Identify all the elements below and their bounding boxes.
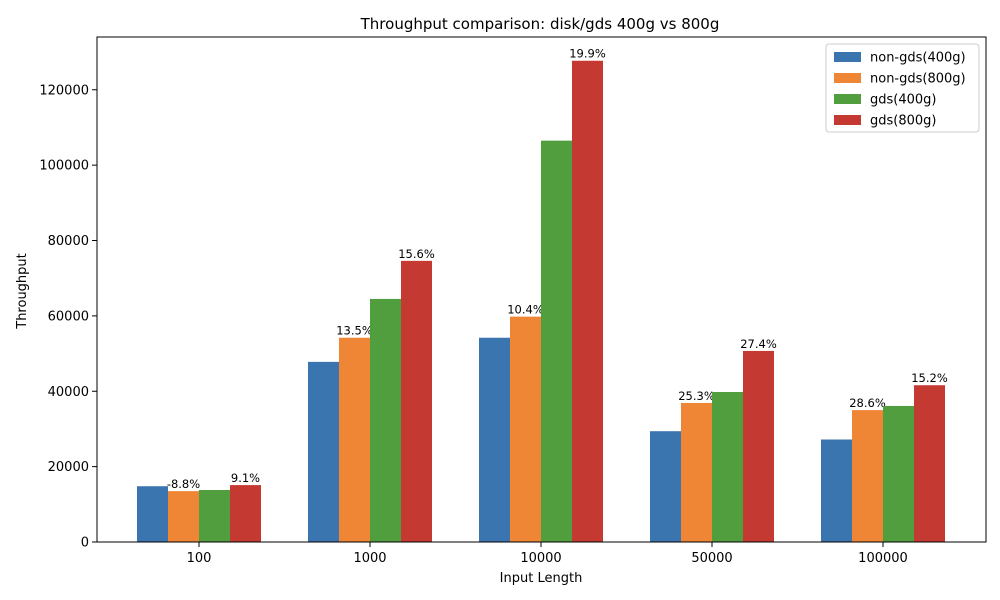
data-label: 25.3%	[678, 389, 715, 403]
data-label: -8.8%	[167, 477, 200, 491]
bar-non-gds(400g)-10000	[479, 337, 510, 542]
bar-gds(400g)-1000	[370, 298, 401, 542]
legend-label: non-gds(400g)	[870, 51, 966, 66]
y-tick-label: 20000	[48, 460, 89, 475]
data-label: 27.4%	[740, 337, 777, 351]
bar-non-gds(800g)-100000	[852, 410, 883, 542]
legend-swatch	[834, 115, 861, 125]
legend-swatch	[834, 73, 861, 83]
legend-label: gds(400g)	[870, 93, 937, 108]
y-tick-label: 120000	[39, 83, 89, 98]
bar-non-gds(400g)-50000	[650, 431, 681, 542]
y-tick-label: 80000	[48, 234, 89, 249]
chart-title: Throughput comparison: disk/gds 400g vs …	[360, 15, 720, 33]
bar-non-gds(800g)-50000	[681, 402, 712, 542]
bar-gds(400g)-100	[199, 489, 230, 542]
bar-gds(800g)-50000	[743, 350, 774, 542]
legend-label: non-gds(800g)	[870, 72, 966, 87]
bar-non-gds(400g)-100000	[821, 439, 852, 542]
bar-non-gds(800g)-100	[168, 491, 199, 542]
legend-box	[825, 43, 980, 133]
x-tick-label: 10000	[520, 551, 561, 566]
x-tick-label: 1000	[353, 551, 386, 566]
y-tick-label: 60000	[48, 309, 89, 324]
data-label: 19.9%	[569, 47, 606, 61]
bar-non-gds(400g)-100	[137, 486, 168, 542]
bar-gds(800g)-100	[230, 485, 261, 542]
y-tick-label: 100000	[39, 159, 89, 174]
x-tick-label: 50000	[691, 551, 732, 566]
bar-gds(400g)-100000	[883, 405, 914, 542]
x-axis-label: Input Length	[500, 571, 583, 586]
bar-gds(800g)-1000	[401, 260, 432, 542]
legend-swatch	[834, 52, 861, 62]
bar-gds(400g)-10000	[541, 140, 572, 542]
data-label: 9.1%	[231, 471, 260, 485]
legend-label: gds(800g)	[870, 114, 937, 129]
legend-swatch	[834, 94, 861, 104]
y-tick-label: 0	[81, 536, 89, 551]
data-label: 13.5%	[336, 324, 373, 338]
plot-area: -8.8% 13.5% 10.4% 25.3% 28.6% 9.1% 15.6% 19.9% 2…	[39, 36, 987, 566]
bar-gds(800g)-10000	[572, 60, 603, 542]
data-label: 28.6%	[849, 396, 886, 410]
bar-non-gds(800g)-1000	[339, 337, 370, 542]
bar-gds(800g)-100000	[914, 385, 945, 542]
x-tick-label: 100000	[858, 551, 908, 566]
bar-non-gds(400g)-1000	[308, 361, 339, 542]
data-label: 15.2%	[911, 371, 948, 385]
data-label: 15.6%	[398, 247, 435, 261]
y-tick-label: 40000	[48, 385, 89, 400]
bar-gds(400g)-50000	[712, 392, 743, 542]
bar-non-gds(800g)-10000	[510, 316, 541, 542]
legend: non-gds(400g) non-gds(800g) gds(400g) gds(8…	[825, 43, 980, 133]
y-axis-label: Throughput	[15, 253, 30, 330]
data-label: 10.4%	[507, 303, 544, 317]
x-tick-label: 100	[187, 551, 212, 566]
